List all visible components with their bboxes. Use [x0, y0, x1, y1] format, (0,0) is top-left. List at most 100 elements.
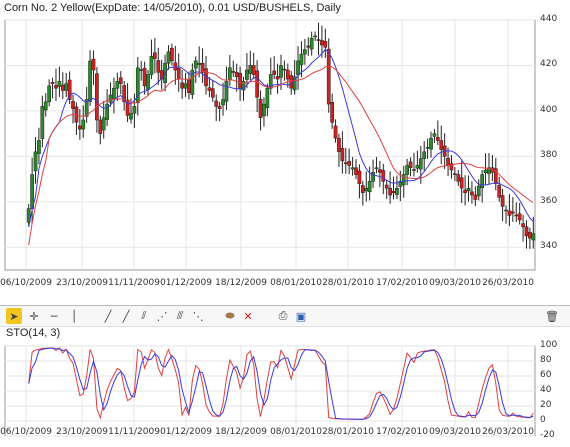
candle-body: [37, 140, 41, 154]
candle-body: [115, 81, 120, 89]
candle-body: [531, 233, 536, 241]
candle-body: [265, 87, 270, 108]
trash-icon[interactable]: 🗑: [545, 309, 559, 323]
candle-body: [234, 72, 239, 78]
candle-body: [26, 208, 31, 223]
candle-body: [493, 168, 498, 184]
candle-body: [84, 99, 89, 117]
candle-body: [466, 187, 471, 192]
stochastic-x-tick-label: 26/03/2010: [482, 427, 534, 437]
candle-body: [54, 85, 58, 89]
candle-body: [459, 177, 464, 189]
candle-body: [187, 79, 191, 93]
candle-body: [67, 79, 72, 100]
delete-object-icon[interactable]: ✕: [243, 309, 253, 323]
candle-body: [480, 174, 485, 188]
candle-body: [391, 191, 396, 193]
candle-body: [207, 87, 212, 91]
candle-body: [170, 47, 174, 62]
trend-line-icon[interactable]: ╱: [104, 309, 112, 323]
candle-body: [57, 81, 62, 87]
save-icon[interactable]: ▣: [295, 309, 307, 323]
candle-body: [95, 73, 99, 121]
candle-body: [268, 74, 273, 89]
candle-body: [354, 167, 358, 175]
stochastic-axis-tick-label: 60: [540, 370, 552, 380]
stochastic-x-tick-label: 01/12/2009: [160, 427, 212, 437]
price-x-tick-label: 28/01/2010: [322, 278, 374, 288]
stochastic-x-tick-label: 08/01/2010: [270, 427, 322, 437]
candle-body: [418, 158, 423, 170]
candle-body: [101, 117, 106, 131]
candle-body: [98, 119, 103, 134]
candle-body: [279, 65, 283, 78]
candle-body: [340, 147, 345, 162]
candle-body: [299, 53, 304, 65]
candle-body: [149, 56, 154, 75]
price-axis-tick-label: 380: [540, 150, 558, 161]
candle-body: [50, 82, 55, 84]
horizontal-line-icon[interactable]: ─: [50, 309, 58, 323]
price-axis-tick-label: 420: [540, 59, 558, 70]
candle-body: [88, 60, 92, 102]
candle-body: [337, 137, 341, 153]
candle-body: [193, 60, 198, 69]
candle-body: [43, 101, 48, 111]
chart-title: Corn No. 2 Yellow(ExpDate: 14/05/2010), …: [4, 2, 341, 14]
candle-body: [497, 185, 502, 198]
candle-body: [521, 223, 525, 228]
price-axis-tick-label: 340: [540, 241, 558, 252]
candle-body: [146, 74, 150, 90]
fibonacci-arcs-icon[interactable]: ⫻: [176, 309, 184, 322]
candle-body: [180, 82, 184, 89]
candle-body: [77, 125, 82, 130]
candle-body: [190, 69, 195, 95]
candle-body: [289, 75, 294, 89]
candle-body: [425, 147, 430, 149]
vertical-line-icon[interactable]: │: [70, 309, 78, 323]
candle-body: [197, 62, 202, 65]
candle-body: [122, 85, 127, 103]
stochastic-axis-tick-label: 40: [540, 385, 552, 395]
candle-body: [453, 173, 457, 175]
candle-body: [415, 165, 420, 169]
candle-body: [118, 77, 123, 84]
candle-body: [262, 103, 266, 117]
candle-body: [255, 70, 259, 98]
candle-body: [33, 151, 38, 172]
candle-body: [40, 106, 45, 139]
fibonacci-fan-icon[interactable]: ⋰: [156, 309, 168, 323]
stochastic-d-line: [28, 347, 534, 420]
indicator-label: STO(14, 3): [6, 327, 61, 339]
stochastic-x-tick-label: 11/11/2009: [108, 427, 160, 437]
candle-body: [309, 37, 314, 50]
ray-line-icon[interactable]: ╱: [122, 309, 130, 323]
parallel-channel-icon[interactable]: ⫽: [141, 309, 147, 322]
candle-body: [105, 103, 109, 120]
candle-body: [142, 67, 147, 87]
price-x-tick-label: 17/02/2010: [376, 278, 428, 288]
cursor-icon[interactable]: ➤: [6, 308, 22, 324]
candle-body: [528, 232, 532, 239]
candle-body: [47, 85, 52, 103]
candle-body: [347, 161, 352, 166]
candle-body: [388, 187, 392, 196]
candle-body: [330, 102, 334, 123]
price-x-tick-label: 01/12/2009: [160, 278, 212, 288]
candle-body: [224, 81, 229, 102]
candle-body: [183, 83, 188, 89]
andrews-pitchfork-icon[interactable]: ⋱: [192, 309, 204, 323]
price-x-tick-label: 08/01/2010: [270, 278, 322, 288]
candle-body: [258, 98, 263, 118]
crosshair-icon[interactable]: ✛: [29, 309, 39, 323]
text-note-icon[interactable]: ⬬: [225, 309, 235, 322]
candle-body: [166, 51, 171, 64]
candle-body: [91, 58, 96, 71]
candle-body: [456, 174, 461, 182]
candle-body: [64, 83, 69, 91]
candle-body: [108, 94, 113, 103]
price-x-tick-label: 09/03/2010: [429, 278, 481, 288]
print-icon[interactable]: ⎙: [278, 309, 288, 322]
stochastic-k-line: [28, 347, 534, 420]
